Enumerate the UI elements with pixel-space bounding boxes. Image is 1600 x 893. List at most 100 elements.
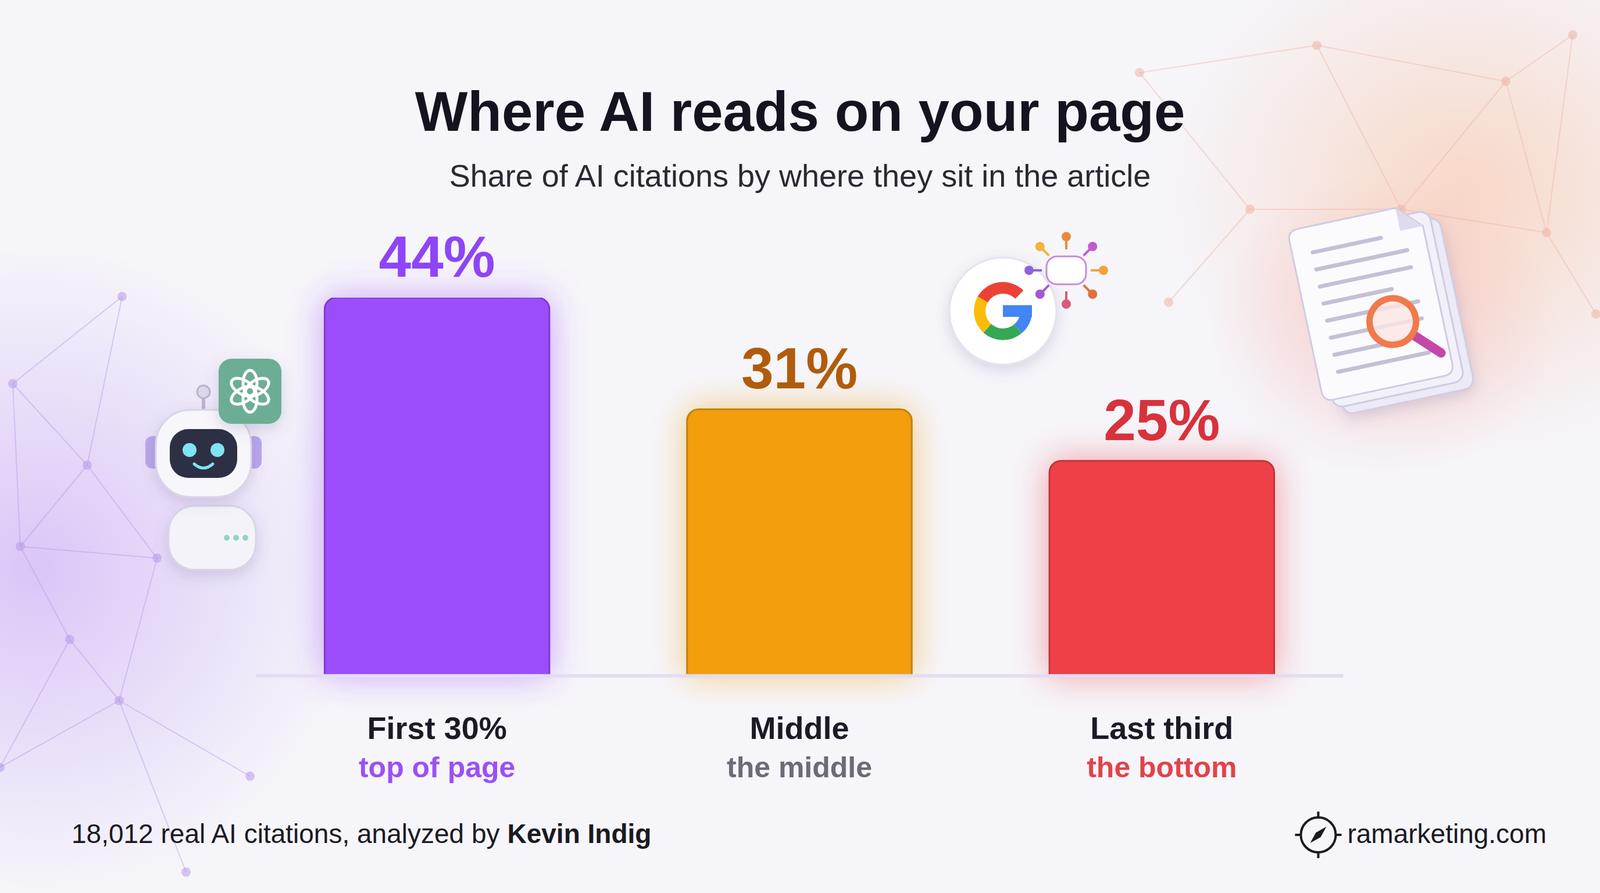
network-node: [114, 695, 124, 706]
google-bg: [949, 257, 1057, 365]
category-subtitle: the bottom: [1086, 751, 1237, 784]
ai-dot: [1087, 289, 1098, 299]
data-label: 31%: [741, 335, 858, 401]
network-node: [152, 553, 162, 563]
doc-fold: [1395, 203, 1423, 231]
robot-smile: [194, 463, 213, 469]
network-line: [1505, 81, 1547, 233]
robot-body: [168, 505, 256, 570]
network-line: [1546, 232, 1596, 314]
network-line: [1316, 45, 1506, 82]
network-line: [20, 546, 70, 640]
ai-dot: [1061, 231, 1071, 242]
network-node: [245, 771, 255, 781]
x-tick: Middle: [750, 675, 850, 746]
bars-glow: [324, 297, 1274, 690]
network-decoration: [0, 291, 255, 877]
robot-dot: [242, 534, 249, 541]
x-tick: First 30%: [367, 675, 507, 746]
title: Where AI reads on your page: [415, 80, 1186, 143]
network-node: [82, 460, 92, 470]
network-node: [1134, 68, 1145, 78]
ai-dot: [1098, 265, 1109, 275]
network-node: [1163, 297, 1174, 307]
x-tick-label: Last third: [1090, 710, 1234, 746]
icon-tick: [1335, 833, 1342, 837]
network-node: [1245, 204, 1255, 214]
ai-dot: [1061, 299, 1071, 309]
magnifier-handle: [1413, 330, 1441, 358]
network-node: [1501, 76, 1511, 87]
icon-tick: [1316, 852, 1320, 859]
doc-line: [1312, 237, 1381, 253]
category-subtitle: top of page: [358, 751, 516, 784]
doc-line: [1337, 352, 1430, 372]
network-node: [1568, 30, 1578, 40]
x-tick: Last third: [1090, 675, 1234, 746]
network-line: [69, 639, 120, 701]
data-label: 44%: [379, 223, 496, 289]
google-icon: [949, 257, 1057, 365]
network-line: [12, 296, 123, 384]
chart: Where AI reads on your page Share of AI c…: [0, 0, 1600, 893]
network-line: [20, 546, 157, 559]
x-tick-label: First 30%: [367, 710, 507, 746]
network-line: [1401, 81, 1506, 210]
network-line: [87, 465, 157, 559]
badge-bg: [218, 358, 282, 424]
network-node: [65, 634, 75, 645]
brand: ramarketing.com: [1347, 818, 1547, 849]
ai-ray: [1042, 284, 1049, 292]
document-icon: [1287, 199, 1475, 419]
x-tick-label: Middle: [750, 710, 850, 746]
network-line: [0, 639, 70, 768]
bars: [324, 297, 1274, 676]
robot-dot: [223, 534, 230, 541]
ai-dot: [1035, 241, 1045, 252]
magnifier-lens: [1365, 294, 1421, 350]
icon-ring: [1300, 817, 1336, 853]
robot-eye: [182, 443, 197, 457]
x-axis: First 30% Middle Last third: [256, 675, 1344, 746]
icon-needle: [1309, 826, 1327, 844]
google-arc: [983, 323, 1023, 341]
source-author: Kevin Indig: [506, 818, 652, 849]
robot-face: [169, 429, 238, 478]
network-line: [119, 700, 250, 777]
network-line: [1139, 45, 1317, 73]
icon-tick: [1294, 833, 1301, 837]
network-line: [1250, 208, 1402, 210]
network-node: [1591, 309, 1600, 319]
ai-ray: [1042, 248, 1049, 256]
axis-line: [256, 674, 1344, 678]
subtitle: Share of AI citations by where they sit …: [449, 158, 1152, 194]
ai-ray: [1083, 248, 1091, 256]
ai-spark: [1024, 231, 1109, 309]
network-node: [181, 867, 191, 877]
ai-ray: [1090, 269, 1100, 272]
google-bar: [1002, 305, 1032, 317]
network-node: [15, 541, 25, 552]
category-subtitle: the middle: [726, 751, 873, 784]
source: 18,012 real AI citations, analyzed byKev…: [71, 818, 652, 849]
network-line: [1168, 209, 1250, 303]
network-line: [119, 558, 157, 701]
network-node: [1312, 40, 1322, 50]
network-line: [1546, 34, 1573, 233]
ai-dot: [1024, 265, 1034, 275]
network-line: [20, 465, 88, 547]
network-line: [87, 296, 123, 466]
ai-ray: [1083, 284, 1091, 292]
data-label: 25%: [1103, 387, 1220, 453]
network-node: [1541, 227, 1552, 238]
doc-line: [1319, 267, 1412, 287]
robot-dot: [233, 534, 239, 541]
network-decoration: [1134, 30, 1600, 319]
bg-glow: [0, 244, 361, 893]
bg-glow: [1209, 174, 1559, 477]
brand-icon: [1294, 811, 1342, 859]
robot-eye: [210, 443, 225, 457]
network-line: [12, 383, 21, 547]
network-line: [12, 383, 88, 466]
ai-badge: [1046, 256, 1087, 285]
